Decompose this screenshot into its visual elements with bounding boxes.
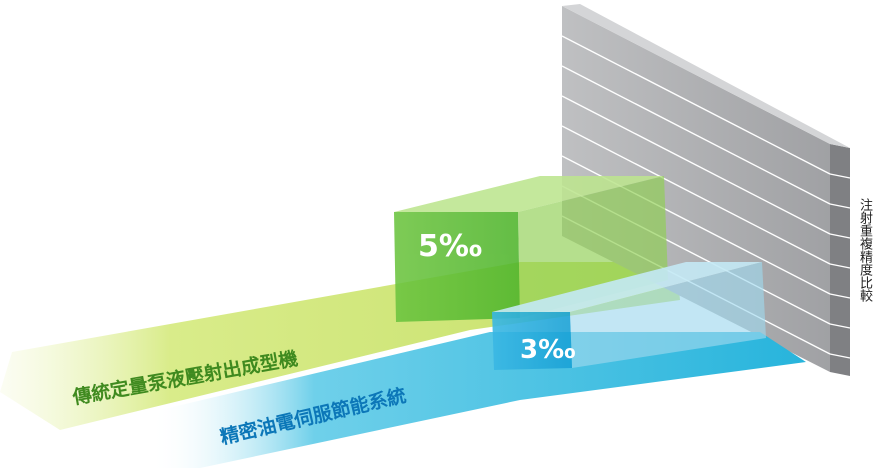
bar-servo: [492, 262, 766, 370]
ribbon-servo: [150, 332, 806, 468]
bar-conventional: [394, 176, 668, 322]
value-label-conventional: 5‰: [418, 229, 482, 264]
axis-label-precision: 注射重複精度比較: [857, 198, 872, 302]
value-label-servo: 3‰: [520, 335, 576, 365]
